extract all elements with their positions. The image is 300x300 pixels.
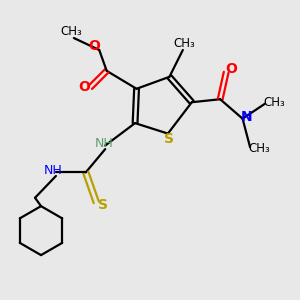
- Text: O: O: [78, 80, 90, 94]
- Text: NH: NH: [94, 137, 113, 150]
- Text: CH₃: CH₃: [248, 142, 270, 155]
- Text: CH₃: CH₃: [173, 37, 195, 50]
- Text: CH₃: CH₃: [60, 25, 82, 38]
- Text: S: S: [98, 198, 108, 212]
- Text: N: N: [241, 110, 253, 124]
- Text: O: O: [226, 62, 238, 76]
- Text: CH₃: CH₃: [263, 96, 285, 109]
- Text: NH: NH: [44, 164, 63, 176]
- Text: S: S: [164, 132, 173, 146]
- Text: O: O: [88, 39, 100, 53]
